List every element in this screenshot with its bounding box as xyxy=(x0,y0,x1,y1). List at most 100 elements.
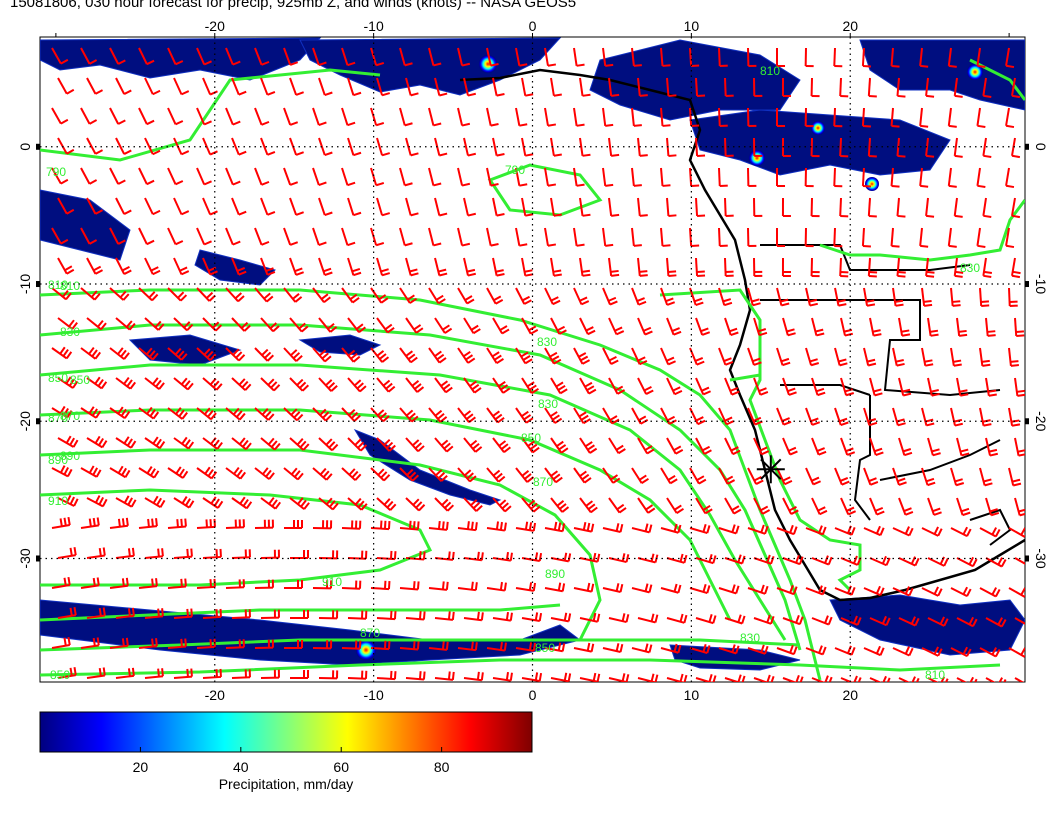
wind-barb-736 xyxy=(695,674,717,682)
wind-barb-519 xyxy=(318,497,339,511)
wind-barb-680 xyxy=(51,636,71,649)
wind-barb-560 xyxy=(515,521,537,532)
wind-barb-377 xyxy=(144,377,165,390)
wind-barb-416 xyxy=(283,407,304,422)
wind-barb-366 xyxy=(805,347,820,367)
wind-barb-125 xyxy=(724,137,734,157)
wind-barb-270 xyxy=(982,257,993,278)
wind-barb-173 xyxy=(144,197,161,216)
wind-barb-329 xyxy=(724,317,739,337)
wind-barb-544 xyxy=(51,516,71,529)
wind-barb-485 xyxy=(312,467,333,481)
wind-barb-738 xyxy=(753,674,775,682)
wind-barb-635 xyxy=(718,584,740,595)
precip-area-north-2 xyxy=(299,37,562,96)
wind-barb-298 xyxy=(805,287,818,307)
wind-barb-479 xyxy=(138,466,160,479)
wind-barb-348 xyxy=(283,347,303,362)
wind-barb-128 xyxy=(810,137,820,158)
wind-barb-682 xyxy=(109,637,129,649)
wind-barb-645 xyxy=(1008,587,1025,598)
wind-barb-657 xyxy=(376,610,397,621)
wind-barb-721 xyxy=(260,669,280,679)
wind-barb-569 xyxy=(776,524,798,536)
wind-barb-175 xyxy=(202,197,218,216)
wind-barb-349 xyxy=(312,347,332,363)
wind-barb-498 xyxy=(689,467,707,485)
wind-barb-609 xyxy=(956,556,978,568)
wind-barb-644 xyxy=(979,587,1001,598)
contour-label-11: 850 xyxy=(521,431,541,445)
wind-barb-360 xyxy=(631,347,648,366)
wind-barb-573 xyxy=(892,526,914,537)
wind-barb-412 xyxy=(167,407,188,420)
lon-label-top-3: 10 xyxy=(684,18,700,34)
wind-barb-706 xyxy=(805,645,827,656)
wind-barb-707 xyxy=(834,645,856,656)
wind-barb-606 xyxy=(869,555,891,567)
wind-barb-27 xyxy=(833,47,843,68)
wind-barb-172 xyxy=(115,197,132,215)
wind-barb-477 xyxy=(80,465,102,478)
wind-barb-311 xyxy=(202,317,223,332)
wind-barb-471 xyxy=(898,437,913,457)
wind-barb-725 xyxy=(376,670,397,681)
contour-label-15: 850 xyxy=(70,373,90,387)
wind-barb-621 xyxy=(312,580,333,590)
wind-barb-69 xyxy=(80,107,98,125)
wind-barb-505 xyxy=(892,467,907,486)
wind-barb-253 xyxy=(492,257,505,277)
wind-barb-358 xyxy=(573,347,591,365)
wind-barb-520 xyxy=(347,497,368,511)
wind-barb-293 xyxy=(660,287,676,306)
wind-barb-665 xyxy=(608,613,630,624)
wind-barb-260 xyxy=(695,257,706,277)
contour-790-center xyxy=(487,163,603,217)
wind-barb-338 xyxy=(985,317,996,337)
wind-barb-528 xyxy=(579,497,598,514)
wind-barb-557 xyxy=(428,520,449,531)
wind-barb-650 xyxy=(173,608,193,619)
wind-barb-411 xyxy=(138,406,160,420)
wind-barb-146 xyxy=(341,167,356,187)
wind-barb-250 xyxy=(405,257,419,277)
wind-barb-230 xyxy=(804,227,814,248)
wind-barb-286 xyxy=(457,287,475,305)
wind-barb-492 xyxy=(515,467,535,483)
wind-barb-421 xyxy=(428,407,448,423)
wind-barb-279 xyxy=(254,287,274,303)
wind-barb-265 xyxy=(839,257,849,278)
wind-barb-622 xyxy=(341,580,362,590)
wind-barb-572 xyxy=(863,525,885,537)
wind-barb-729 xyxy=(492,671,513,682)
wind-barb-502 xyxy=(805,467,821,486)
wind-barb-137 xyxy=(80,167,98,185)
wind-barb-675 xyxy=(898,616,920,627)
contour-label-17: 890 xyxy=(60,449,80,463)
wind-barb-654 xyxy=(289,610,310,620)
wind-barb-256 xyxy=(579,257,591,277)
wind-barb-274 xyxy=(109,287,130,301)
wind-barb-633 xyxy=(660,583,682,594)
frame-tick xyxy=(1025,143,1029,150)
wind-barb-200 xyxy=(925,197,935,218)
wind-barb-380 xyxy=(231,377,252,391)
wind-barb-372 xyxy=(979,347,991,367)
wind-barb-220 xyxy=(515,227,528,247)
wind-barb-103 xyxy=(86,137,104,155)
wind-barb-169 xyxy=(1005,167,1015,189)
wind-barb-715 xyxy=(86,667,106,679)
wind-barb-147 xyxy=(370,167,385,187)
wind-barb-117 xyxy=(492,137,505,157)
wind-barb-263 xyxy=(781,257,791,278)
wind-barb-89 xyxy=(660,107,671,127)
wind-barb-704 xyxy=(747,644,769,655)
wind-barb-75 xyxy=(254,107,270,126)
wind-barb-610 xyxy=(985,557,1007,568)
frame-tick xyxy=(214,33,216,37)
africa-coastline xyxy=(459,68,1025,602)
wind-barb-22 xyxy=(689,47,700,67)
wind-barb-78 xyxy=(341,107,356,127)
wind-barb-288 xyxy=(515,287,532,305)
wind-barb-495 xyxy=(602,467,621,484)
